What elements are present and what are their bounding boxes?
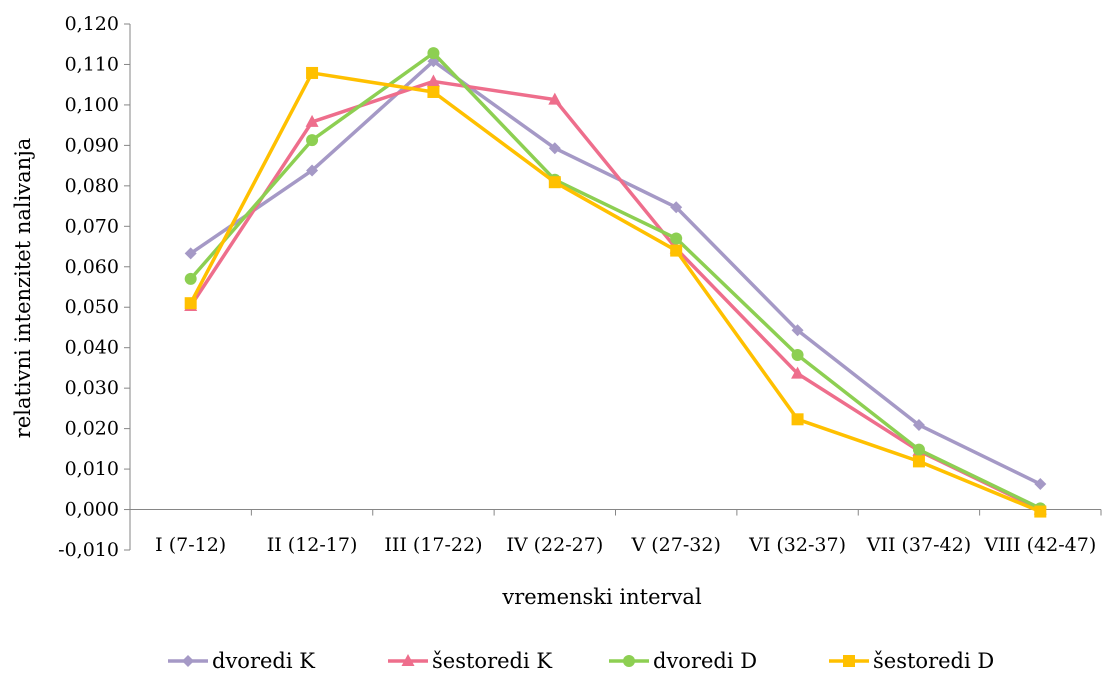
series-4-point xyxy=(791,413,804,426)
series-3-point xyxy=(670,232,683,245)
series-4-point xyxy=(548,176,561,189)
series-1-point xyxy=(306,164,319,177)
series-1-point xyxy=(548,142,561,155)
series-4-point xyxy=(670,244,683,257)
x-axis-title: vremenski interval xyxy=(501,585,702,609)
x-tick-label: VIII (42-47) xyxy=(983,534,1096,556)
y-tick-label: 0,110 xyxy=(65,53,119,75)
legend: dvoredi K šestoredi K dvoredi D šestoredi D xyxy=(168,649,994,673)
y-tick-label: 0,020 xyxy=(65,418,119,440)
plot-area xyxy=(184,47,1047,518)
series-4-point xyxy=(306,66,319,79)
legend-swatch-marker xyxy=(843,655,855,667)
y-tick-label: 0,070 xyxy=(65,215,119,237)
series-3-point xyxy=(912,443,925,456)
x-axis: I (7-12) II (12-17) III (17-22) IV (22-27) V… xyxy=(129,509,1102,556)
x-tick-label: IV (22-27) xyxy=(506,534,603,556)
legend-label: šestoredi K xyxy=(432,649,552,673)
x-tick-label: VII (37-42) xyxy=(866,534,971,556)
series-1-point xyxy=(791,324,804,337)
y-axis-title: relativni intenzitet nalivanja xyxy=(11,138,35,438)
legend-item: dvoredi D xyxy=(609,649,757,673)
x-tick-label: II (12-17) xyxy=(267,534,358,556)
legend-item: dvoredi K xyxy=(168,649,315,673)
series-3 xyxy=(184,47,1047,515)
y-tick-label: 0,030 xyxy=(65,377,119,399)
x-tick-label: V (27-32) xyxy=(631,534,721,556)
series-2-point xyxy=(791,366,805,379)
x-tick-label: VI (32-37) xyxy=(748,534,846,556)
series-2-point xyxy=(548,92,562,105)
x-tick-label: I (7-12) xyxy=(155,534,226,556)
series-4-line xyxy=(189,71,1041,514)
y-tick-label: 0,040 xyxy=(65,337,119,359)
series-4 xyxy=(184,66,1047,518)
y-tick-label: 0,080 xyxy=(65,175,119,197)
x-tick-label: III (17-22) xyxy=(384,534,482,556)
legend-label: šestoredi D xyxy=(873,649,994,673)
y-tick-label: 0,120 xyxy=(65,13,119,35)
legend-item: šestoredi D xyxy=(829,649,994,673)
series-1-point xyxy=(1034,478,1047,491)
series-3-line xyxy=(189,51,1042,510)
legend-label: dvoredi D xyxy=(653,649,757,673)
y-tick-label: 0,090 xyxy=(65,134,119,156)
series-3-point xyxy=(306,134,319,147)
series-1-line xyxy=(189,59,1042,486)
series-1-point xyxy=(912,418,925,431)
series-2-point xyxy=(305,114,319,127)
series-3-point xyxy=(427,47,440,60)
y-tick-label: 0,050 xyxy=(65,296,119,318)
series-3-point xyxy=(184,272,197,285)
series-2-point xyxy=(426,74,440,87)
series-4-point xyxy=(912,455,925,468)
series-1 xyxy=(184,55,1047,491)
legend-swatch-marker xyxy=(623,655,635,667)
series-4-point xyxy=(184,297,197,310)
y-tick-label: 0,100 xyxy=(65,94,119,116)
series-4-point xyxy=(427,85,440,98)
series-3-point xyxy=(791,348,804,361)
series-1-point xyxy=(670,201,683,214)
y-tick-label: 0,060 xyxy=(65,256,119,278)
series-4-point xyxy=(1034,505,1047,518)
y-tick-label: 0,000 xyxy=(65,499,119,521)
y-axis: -0,010 0,000 0,010 0,020 0,030 0,040 0,050 0,06… xyxy=(58,13,131,561)
y-tick-label: 0,010 xyxy=(65,458,119,480)
series-1-point xyxy=(184,247,197,260)
series-2-line xyxy=(189,79,1042,512)
legend-swatch-marker xyxy=(401,654,415,666)
legend-item: šestoredi K xyxy=(388,649,552,673)
y-tick-label: -0,010 xyxy=(58,539,119,561)
legend-swatch-marker xyxy=(182,655,194,667)
legend-label: dvoredi K xyxy=(212,649,315,673)
